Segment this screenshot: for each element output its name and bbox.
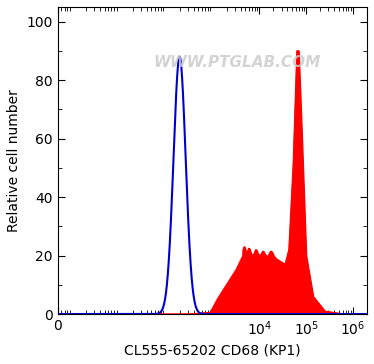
X-axis label: CL555-65202 CD68 (KP1): CL555-65202 CD68 (KP1): [124, 343, 301, 357]
Y-axis label: Relative cell number: Relative cell number: [7, 89, 21, 232]
Text: WWW.PTGLAB.COM: WWW.PTGLAB.COM: [153, 55, 321, 70]
